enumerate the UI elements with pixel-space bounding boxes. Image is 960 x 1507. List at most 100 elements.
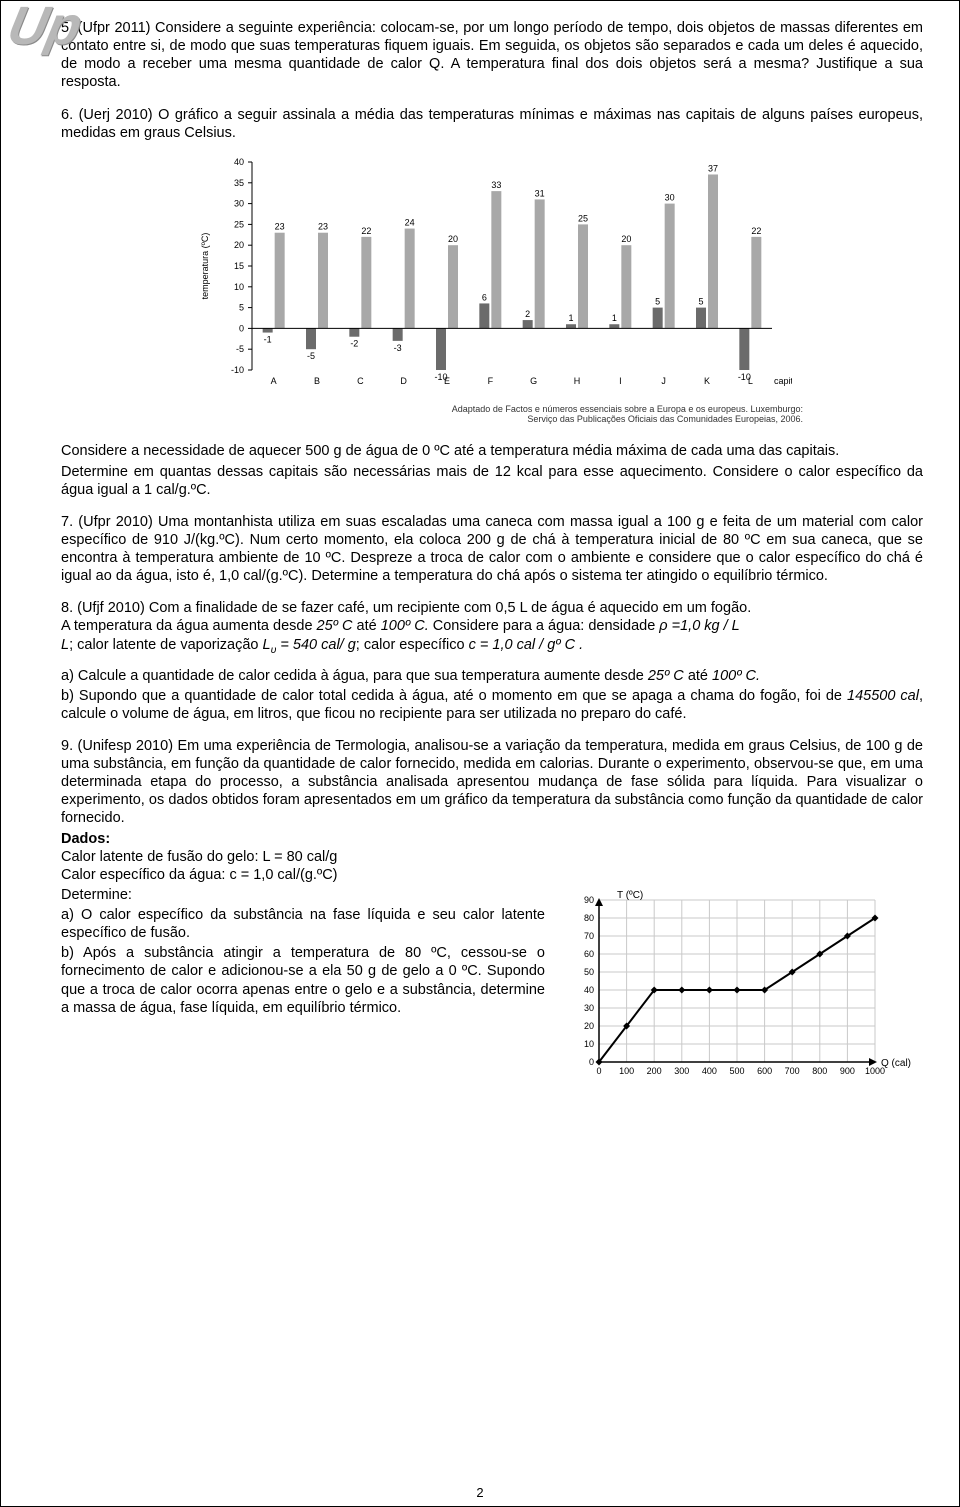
q8-Lv: L	[263, 637, 271, 653]
q8-a-mid: até	[684, 668, 712, 684]
svg-text:20: 20	[584, 1021, 594, 1031]
svg-text:G: G	[530, 376, 537, 386]
q8-line2-post: Considere para a água: densidade	[429, 618, 660, 634]
svg-text:100: 100	[619, 1066, 634, 1076]
svg-text:B: B	[314, 376, 320, 386]
svg-text:2: 2	[525, 309, 530, 319]
q9-item-b: b) Após a substância atingir a temperatu…	[61, 944, 545, 1017]
svg-text:20: 20	[621, 234, 631, 244]
q8-t25: 25º C	[317, 618, 353, 634]
svg-text:50: 50	[584, 967, 594, 977]
question-8-item-a: a) Calcule a quantidade de calor cedida …	[61, 667, 923, 685]
svg-text:1: 1	[568, 313, 573, 323]
svg-text:200: 200	[647, 1066, 662, 1076]
svg-text:0: 0	[239, 323, 244, 333]
svg-text:15: 15	[234, 261, 244, 271]
svg-text:C: C	[357, 376, 364, 386]
question-9-text: 9. (Unifesp 2010) Em uma experiência de …	[61, 737, 923, 828]
question-8-block: 8. (Ufjf 2010) Com a finalidade de se fa…	[61, 599, 923, 656]
svg-text:600: 600	[757, 1066, 772, 1076]
question-6-text: 6. (Uerj 2010) O gráfico a seguir assina…	[61, 106, 923, 142]
svg-text:400: 400	[702, 1066, 717, 1076]
svg-text:D: D	[400, 376, 407, 386]
svg-text:K: K	[704, 376, 710, 386]
q8-line2-mid: até	[352, 618, 380, 634]
question-8-item-b: b) Supondo que a quantidade de calor tot…	[61, 687, 923, 723]
q8-a-t100: 100º C.	[712, 668, 760, 684]
question-5-text: 5. (Ufpr 2011) Considere a seguinte expe…	[61, 19, 923, 92]
svg-text:70: 70	[584, 931, 594, 941]
temperature-vs-heat-chart: 0100200300400500600700800900100001020304…	[563, 886, 923, 1086]
svg-text:25: 25	[578, 213, 588, 223]
svg-text:22: 22	[751, 226, 761, 236]
svg-text:Q (cal): Q (cal)	[881, 1058, 911, 1069]
question-7-text: 7. (Ufpr 2010) Uma montanhista utiliza e…	[61, 513, 923, 586]
svg-text:0: 0	[596, 1066, 601, 1076]
svg-text:6: 6	[482, 292, 487, 302]
svg-text:30: 30	[665, 192, 675, 202]
svg-text:L: L	[748, 376, 753, 386]
svg-text:A: A	[271, 376, 277, 386]
svg-text:1: 1	[612, 313, 617, 323]
svg-text:700: 700	[785, 1066, 800, 1076]
svg-text:33: 33	[491, 180, 501, 190]
svg-text:10: 10	[234, 282, 244, 292]
svg-text:H: H	[574, 376, 581, 386]
q8-rho: ρ =1,0 kg / L	[659, 618, 739, 634]
q8-line3-mid: ; calor específico	[356, 637, 469, 653]
svg-text:F: F	[488, 376, 494, 386]
svg-text:30: 30	[584, 1003, 594, 1013]
svg-text:capitais: capitais	[774, 376, 792, 386]
q8-lead-L: L	[61, 637, 69, 653]
q8-c-expr: c = 1,0 cal / gº C .	[469, 637, 584, 653]
brand-logo: Up	[2, 0, 87, 57]
svg-text:20: 20	[448, 234, 458, 244]
q9-dado1: Calor latente de fusão do gelo: L = 80 c…	[61, 849, 337, 865]
svg-text:temperatura (ºC): temperatura (ºC)	[200, 232, 210, 299]
chart-source: Adaptado de Factos e números essenciais …	[61, 404, 923, 425]
svg-text:-1: -1	[264, 334, 272, 344]
svg-text:35: 35	[234, 178, 244, 188]
svg-text:23: 23	[318, 221, 328, 231]
svg-text:24: 24	[405, 217, 415, 227]
q8-line3-pre: ; calor latente de vaporização	[69, 637, 262, 653]
svg-text:900: 900	[840, 1066, 855, 1076]
q8-b-pre: b) Supondo que a quantidade de calor tot…	[61, 688, 847, 704]
svg-text:10: 10	[584, 1039, 594, 1049]
svg-text:20: 20	[234, 240, 244, 250]
temperature-bar-chart: -10-50510152025303540temperatura (ºC)-12…	[192, 150, 792, 400]
svg-text:800: 800	[812, 1066, 827, 1076]
q8-line2-pre: A temperatura da água aumenta desde	[61, 618, 317, 634]
svg-text:5: 5	[239, 302, 244, 312]
page-number: 2	[1, 1485, 959, 1500]
svg-text:-5: -5	[307, 351, 315, 361]
svg-text:60: 60	[584, 949, 594, 959]
svg-text:J: J	[661, 376, 666, 386]
svg-text:500: 500	[729, 1066, 744, 1076]
svg-text:23: 23	[275, 221, 285, 231]
svg-text:-3: -3	[394, 343, 402, 353]
svg-text:25: 25	[234, 219, 244, 229]
svg-text:90: 90	[584, 895, 594, 905]
q8-t100: 100º C.	[381, 618, 429, 634]
q9-dado2: Calor específico da água: c = 1,0 cal/(g…	[61, 867, 338, 883]
svg-text:22: 22	[361, 226, 371, 236]
question-6-para2: Determine em quantas dessas capitais são…	[61, 463, 923, 499]
question-9-dados: Dados: Calor latente de fusão do gelo: L…	[61, 830, 923, 884]
svg-text:T (ºC): T (ºC)	[617, 890, 643, 901]
q8-b-cal: 145500 cal	[847, 688, 919, 704]
svg-text:5: 5	[698, 296, 703, 306]
q8-a-t25: 25º C	[648, 668, 684, 684]
q8-a-pre: a) Calcule a quantidade de calor cedida …	[61, 668, 648, 684]
svg-text:0: 0	[589, 1057, 594, 1067]
q8-Lv-val: = 540 cal/ g	[276, 637, 355, 653]
svg-text:30: 30	[234, 198, 244, 208]
svg-text:E: E	[444, 376, 450, 386]
svg-text:-5: -5	[236, 344, 244, 354]
svg-text:31: 31	[535, 188, 545, 198]
svg-text:40: 40	[584, 985, 594, 995]
svg-text:5: 5	[655, 296, 660, 306]
svg-text:40: 40	[234, 157, 244, 167]
svg-text:I: I	[619, 376, 622, 386]
q9-determine-label: Determine:	[61, 886, 545, 904]
